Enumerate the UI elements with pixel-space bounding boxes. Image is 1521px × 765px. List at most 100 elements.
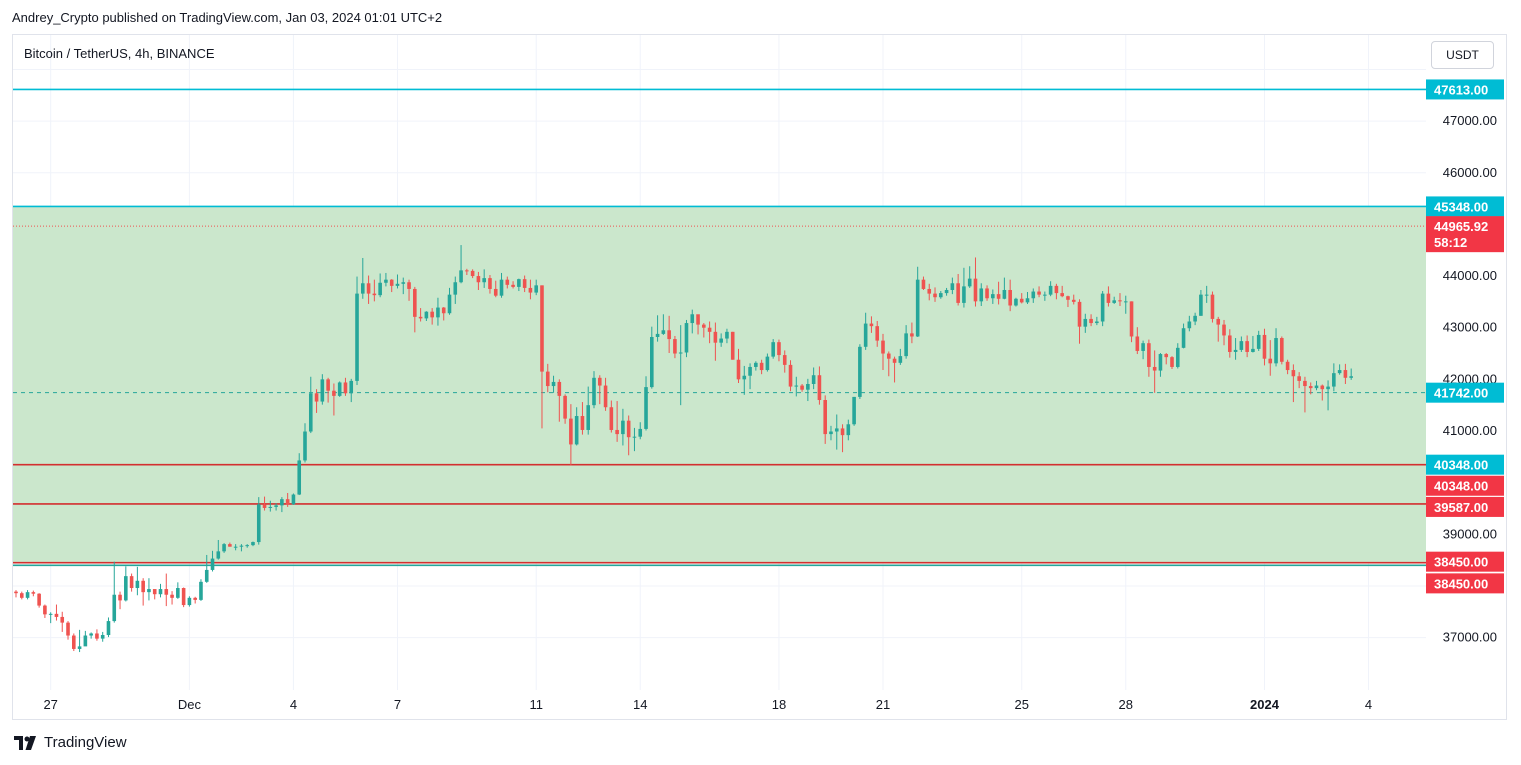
candle	[904, 325, 908, 359]
candle	[1054, 283, 1059, 300]
price-label: 39587.00	[1426, 496, 1504, 517]
candle-body	[141, 580, 145, 593]
candle	[447, 287, 452, 315]
candle-body	[511, 284, 515, 287]
candle	[1228, 329, 1232, 358]
candle-body	[950, 283, 955, 290]
candle-body	[320, 379, 325, 402]
candle-body	[881, 340, 885, 354]
candle-body	[522, 279, 527, 288]
candle	[77, 629, 82, 653]
candle-body	[1193, 315, 1197, 322]
line-layer	[13, 88, 1426, 567]
candle	[1222, 319, 1226, 346]
candle	[1095, 316, 1099, 326]
candle-body	[632, 436, 637, 438]
candle-body	[1019, 298, 1024, 303]
candle-body	[1106, 293, 1111, 303]
candle-body	[956, 283, 960, 303]
currency-selector[interactable]: USDT	[1431, 41, 1494, 69]
candle-body	[690, 314, 695, 324]
candle	[910, 322, 914, 344]
candle	[933, 287, 937, 302]
candle	[886, 351, 891, 377]
candle-body	[337, 382, 342, 396]
candle-body	[852, 396, 856, 425]
candle	[1008, 279, 1012, 312]
candle	[609, 400, 614, 433]
candle-body	[89, 633, 93, 636]
candle-body	[193, 597, 197, 600]
candle-body	[1014, 298, 1018, 306]
candle	[534, 279, 538, 296]
candle	[1147, 339, 1151, 377]
candle	[927, 283, 932, 301]
candle-body	[1291, 370, 1296, 377]
tradingview-logo[interactable]: TradingView	[14, 734, 127, 751]
x-tick-label: 4	[290, 697, 297, 712]
candle-body	[100, 635, 105, 639]
candle-body	[95, 633, 99, 639]
candle-body	[332, 390, 336, 396]
candle	[1193, 312, 1197, 326]
candle	[696, 314, 700, 335]
candle-body	[736, 359, 741, 380]
candle	[193, 596, 197, 604]
candle-body	[829, 431, 833, 435]
candle-body	[1066, 296, 1070, 300]
candle-body	[1031, 291, 1036, 299]
candle-body	[1100, 293, 1105, 322]
candle	[187, 596, 192, 607]
candle-body	[233, 546, 238, 548]
candle-body	[1095, 321, 1099, 324]
candle-body	[170, 594, 174, 598]
candle	[499, 272, 504, 298]
price-label-text: 38450.00	[1434, 555, 1488, 570]
candle	[326, 377, 330, 403]
candle	[366, 275, 371, 304]
candle-body	[754, 362, 758, 367]
candle-body	[673, 339, 677, 354]
price-label-text: 40348.00	[1434, 458, 1488, 473]
candle-body	[1048, 285, 1053, 295]
candle	[707, 321, 712, 344]
candle-body	[216, 551, 221, 559]
candle	[574, 407, 579, 446]
candle-body	[395, 283, 400, 286]
candle	[1343, 363, 1348, 384]
candle	[673, 335, 677, 359]
candle	[846, 419, 851, 441]
candle-body	[863, 323, 868, 347]
candle-body	[765, 356, 770, 371]
candle-body	[904, 333, 908, 357]
chart-frame	[12, 34, 1507, 720]
candle-body	[147, 589, 151, 593]
candle-body	[586, 405, 591, 430]
x-tick-label: Dec	[178, 697, 202, 712]
candle	[124, 566, 128, 602]
candle-body	[14, 591, 18, 594]
candle	[551, 375, 556, 393]
candle-body	[638, 428, 643, 437]
candle	[684, 319, 689, 358]
candle	[83, 630, 88, 647]
candle	[239, 544, 244, 552]
candle	[1349, 368, 1353, 380]
candle	[863, 312, 868, 350]
candle	[222, 543, 226, 553]
candle-body	[979, 288, 984, 302]
candle-body	[453, 282, 458, 295]
candle-body	[1089, 318, 1093, 324]
candle-body	[1256, 334, 1261, 349]
candle	[395, 274, 400, 289]
y-tick-label: 37000.00	[1443, 630, 1497, 645]
candle	[545, 363, 550, 393]
candle	[25, 590, 30, 600]
x-tick-label: 21	[876, 697, 890, 712]
candle-body	[996, 294, 1001, 299]
price-label: 40348.00	[1426, 454, 1504, 475]
candle	[505, 276, 510, 289]
candle	[488, 275, 492, 294]
candle-body	[725, 331, 729, 339]
